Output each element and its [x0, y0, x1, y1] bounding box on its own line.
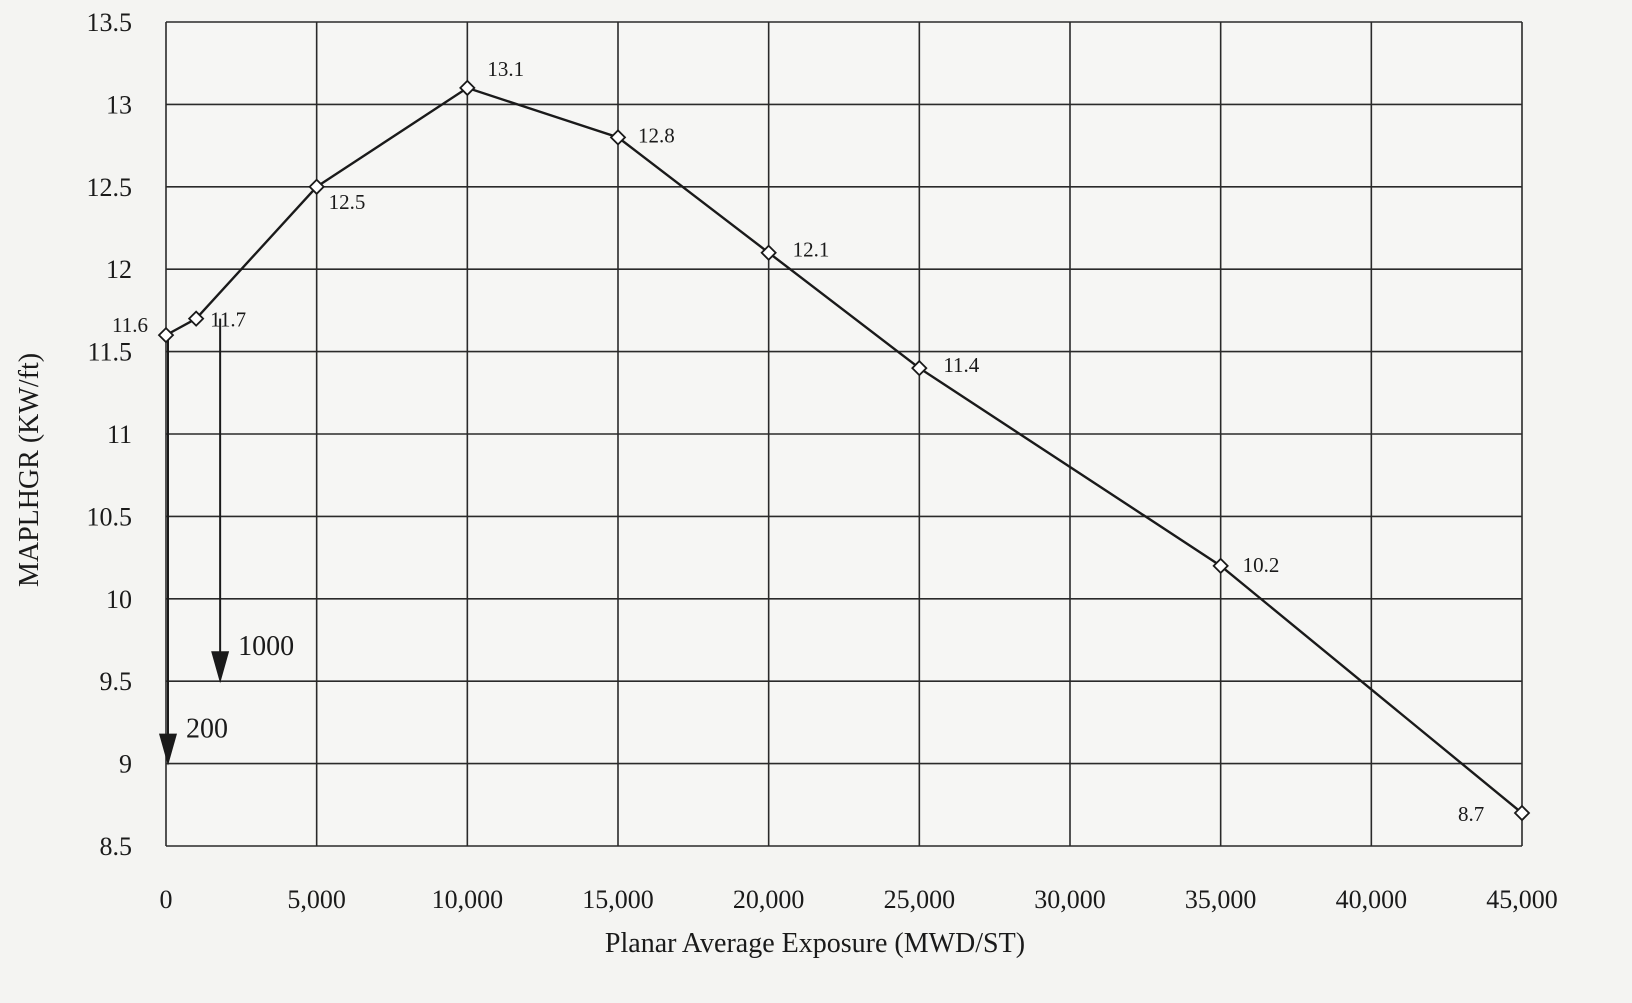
data-label: 12.8 [638, 123, 675, 147]
data-point [1212, 557, 1229, 575]
data-point [157, 326, 175, 344]
x-tick-label: 30,000 [1034, 885, 1106, 914]
annotation-label: 1000 [238, 631, 294, 662]
x-tick-label: 20,000 [733, 885, 805, 914]
x-tick-label: 45,000 [1486, 885, 1558, 914]
x-tick-label: 5,000 [287, 885, 346, 914]
data-label: 11.7 [210, 308, 246, 332]
data-point [459, 79, 476, 97]
y-tick-label: 9.5 [100, 667, 133, 696]
data-point [760, 244, 777, 261]
data-label: 11.4 [943, 353, 979, 377]
annotation-arrow-head [159, 733, 177, 766]
data-point [1513, 804, 1531, 822]
y-tick-label: 11.5 [87, 338, 132, 367]
data-point [911, 359, 928, 377]
annotation-arrow-head [211, 651, 230, 684]
data-label: 12.5 [329, 190, 366, 214]
data-label: 8.7 [1458, 802, 1484, 826]
annotation-arrows: 1000 200 [159, 318, 294, 766]
data-point [187, 310, 205, 327]
y-tick-label: 13 [106, 90, 132, 119]
y-tick-label: 12 [106, 255, 132, 284]
axes: 0 5,000 10,000 15,000 20,000 25,000 30,000 35,0… [14, 8, 1558, 959]
grid [165, 21, 1523, 847]
y-tick-label: 11 [107, 420, 132, 449]
y-tick-label: 12.5 [87, 173, 133, 202]
data-point [609, 129, 627, 146]
data-labels: 11.6 11.7 12.5 13.1 12.8 12.1 11.4 10.2 8.7 [112, 57, 1484, 826]
annotation-label: 200 [186, 714, 228, 745]
x-tick-label: 15,000 [582, 885, 654, 914]
y-axis-title: MAPLHGR (KW/ft) [14, 353, 45, 587]
data-label: 12.1 [793, 238, 830, 262]
data-label: 10.2 [1243, 553, 1280, 577]
data-label: 11.6 [112, 313, 148, 337]
y-tick-label: 9 [119, 750, 132, 779]
series-line [157, 79, 1531, 822]
y-tick-label: 13.5 [87, 8, 133, 37]
data-label: 13.1 [487, 57, 524, 81]
x-tick-label: 25,000 [884, 885, 956, 914]
x-tick-label: 0 [160, 885, 173, 914]
x-tick-label: 40,000 [1336, 885, 1408, 914]
x-axis-title: Planar Average Exposure (MWD/ST) [605, 928, 1025, 959]
data-point [308, 178, 325, 196]
y-tick-label: 10 [106, 585, 132, 614]
x-tick-label: 10,000 [432, 885, 504, 914]
y-tick-label: 8.5 [100, 832, 133, 861]
y-tick-label: 10.5 [87, 502, 133, 531]
x-tick-label: 35,000 [1185, 885, 1257, 914]
